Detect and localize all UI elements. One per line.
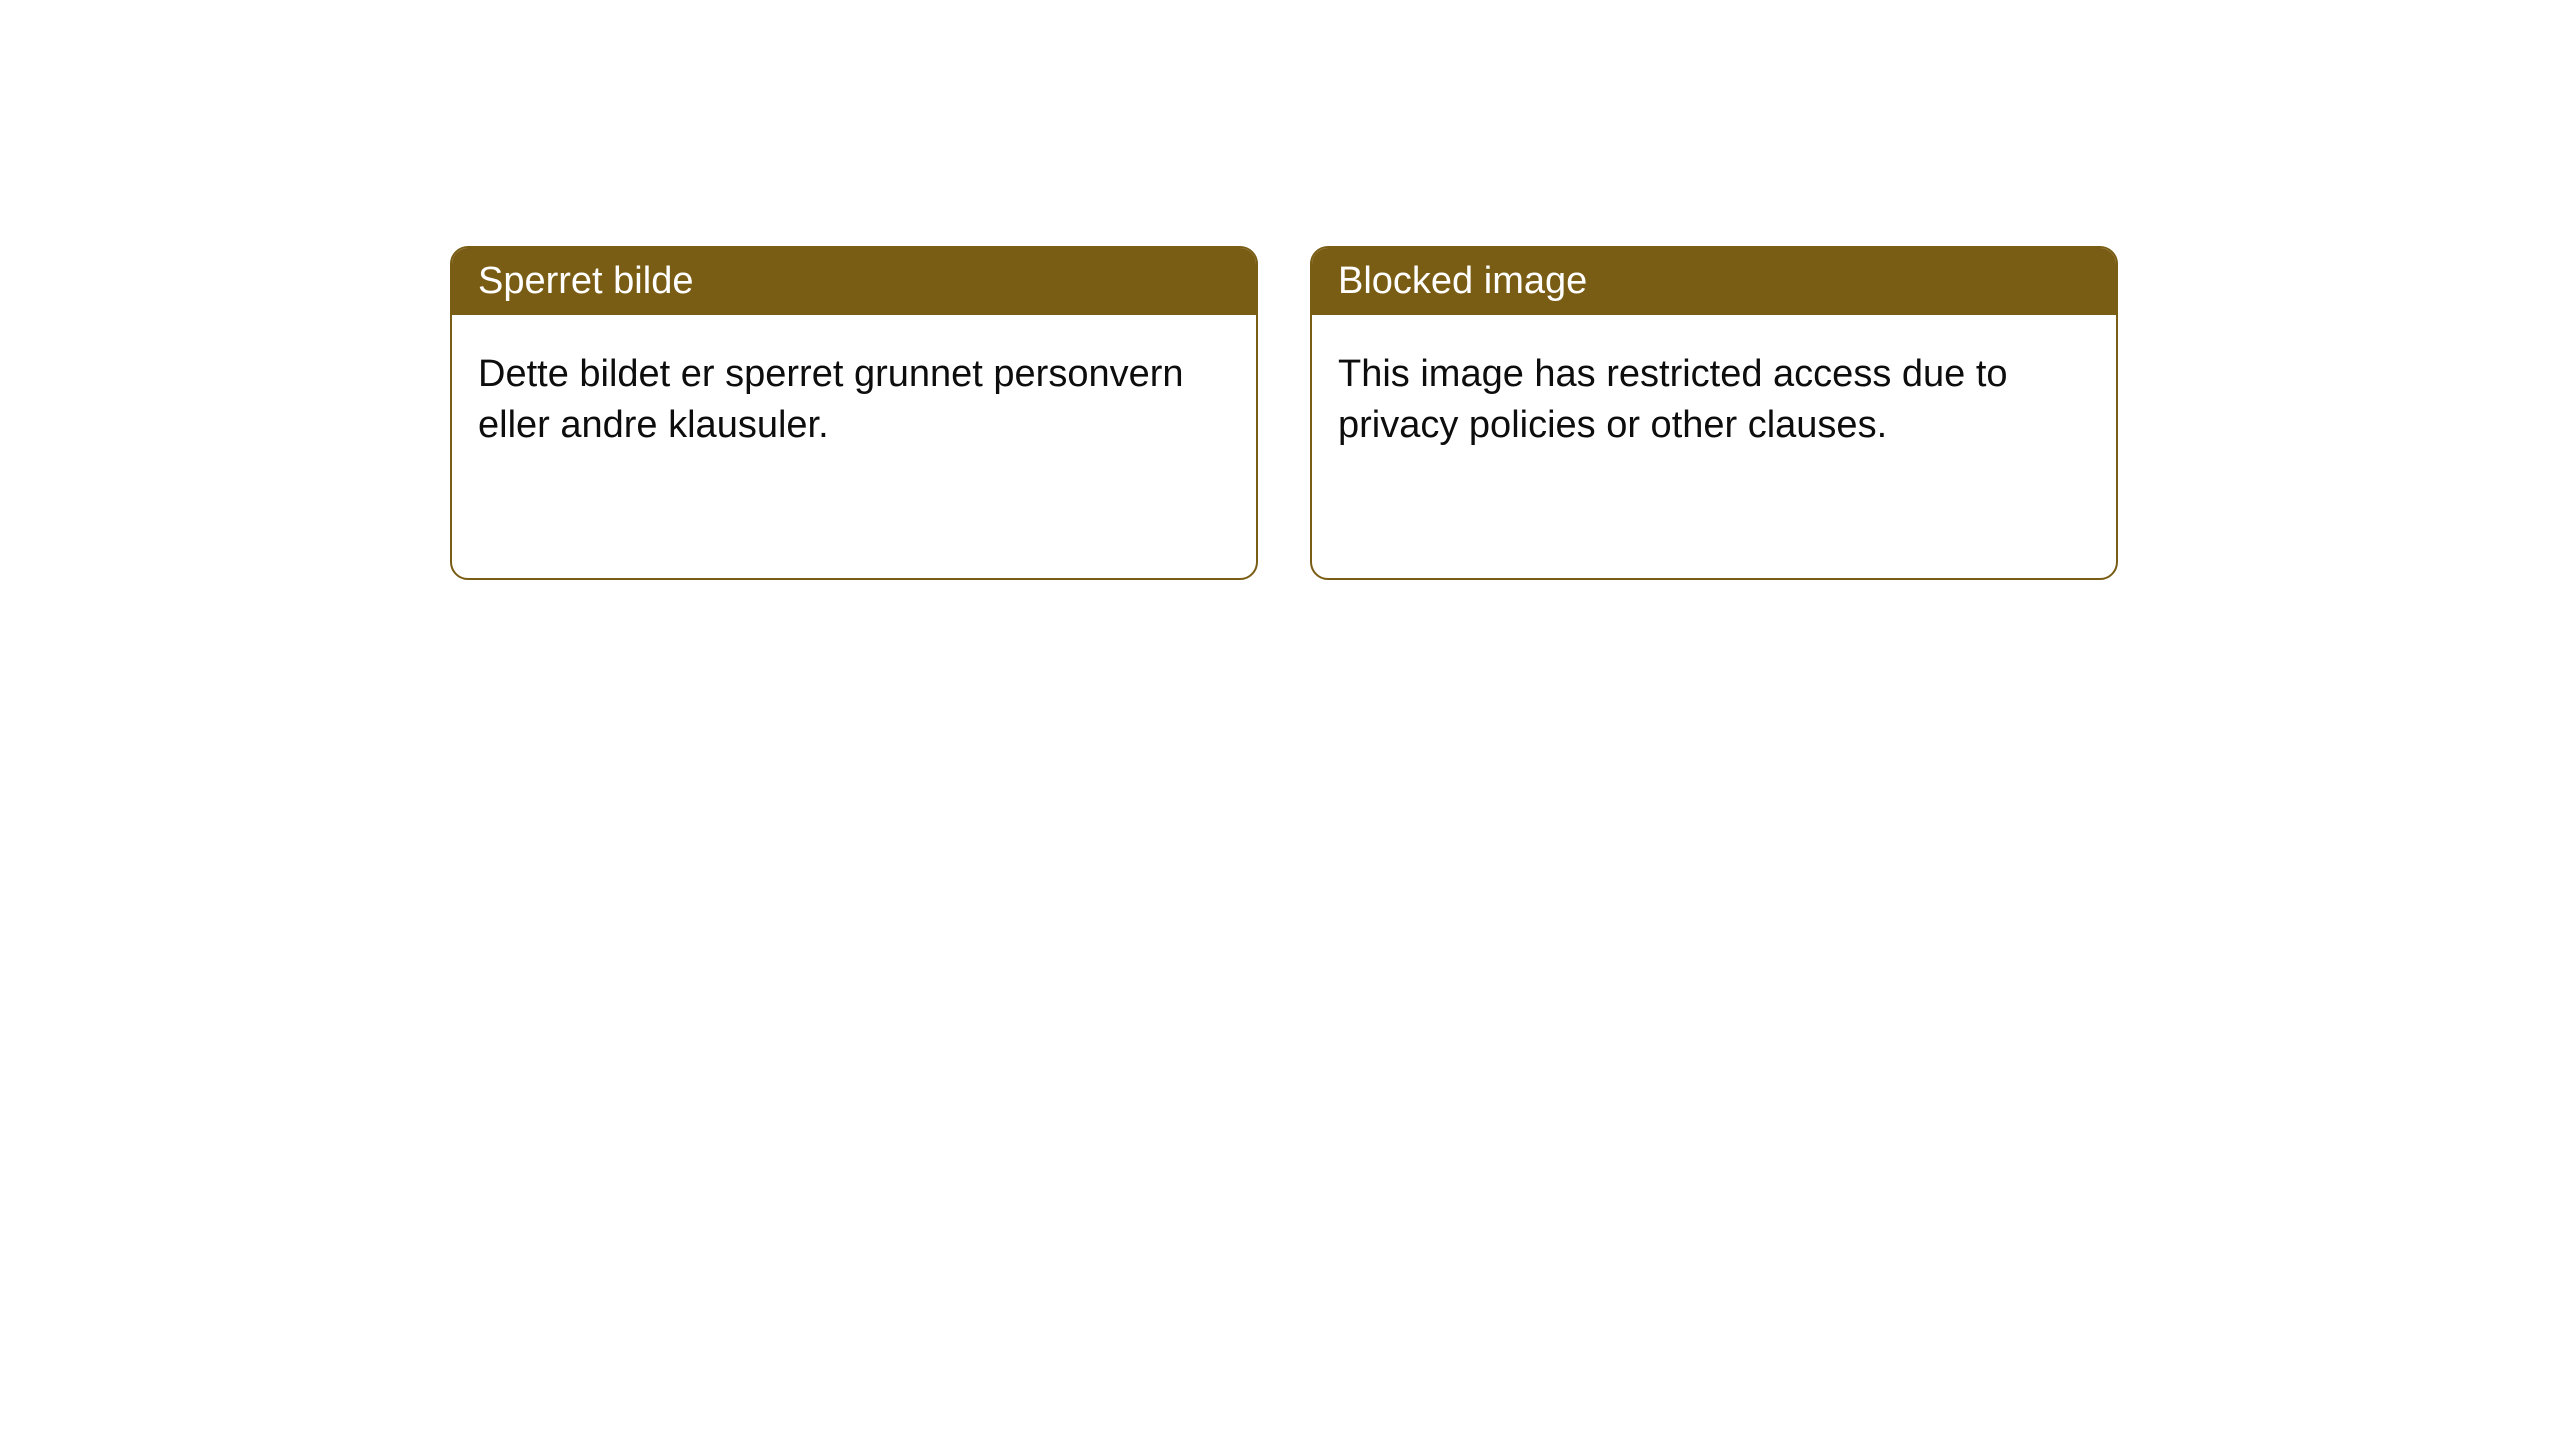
panel-body-text: Dette bildet er sperret grunnet personve…: [478, 353, 1184, 446]
panel-body-norwegian: Dette bildet er sperret grunnet personve…: [452, 315, 1256, 486]
panel-header-norwegian: Sperret bilde: [452, 248, 1256, 315]
panel-header-english: Blocked image: [1312, 248, 2116, 315]
panel-body-text: This image has restricted access due to …: [1338, 353, 2008, 446]
panel-title: Blocked image: [1338, 260, 1587, 302]
info-panel-english: Blocked image This image has restricted …: [1310, 246, 2118, 580]
info-panels-row: Sperret bilde Dette bildet er sperret gr…: [450, 246, 2118, 580]
panel-title: Sperret bilde: [478, 260, 693, 302]
info-panel-norwegian: Sperret bilde Dette bildet er sperret gr…: [450, 246, 1258, 580]
panel-body-english: This image has restricted access due to …: [1312, 315, 2116, 486]
